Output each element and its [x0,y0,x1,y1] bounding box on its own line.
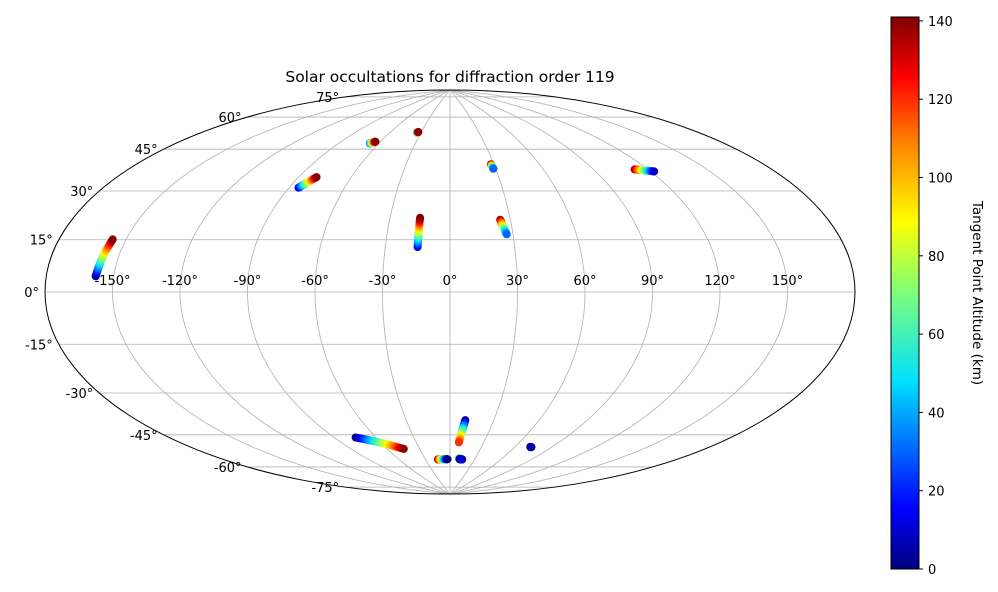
colorbar-tick-label: 40 [928,406,945,421]
plot-boundary [44,89,856,495]
scatter-points [91,128,659,464]
longitude-tick-label: 30° [506,274,529,289]
longitude-gridline [112,90,451,494]
scatter-point [457,455,466,464]
longitude-tick-label: 120° [704,274,735,289]
latitude-tick-label: 60° [218,111,241,126]
latitude-tick-label: 15° [30,234,53,249]
longitude-tick-label: 90° [641,274,664,289]
longitude-tick-label: -150° [94,274,130,289]
longitude-gridline [449,90,653,494]
scatter-point [489,164,498,173]
colorbar-label: Tangent Point Altitude (km) [969,200,985,385]
longitude-tick-label: 60° [573,274,596,289]
scatter-point [108,235,117,244]
latitude-tick-label: 0° [24,286,39,301]
longitude-gridline [449,90,721,494]
colorbar [890,16,920,570]
longitude-tick-label: -60° [301,274,329,289]
latitude-tick-labels: 75° 60° 45° 30° 15° 0° -15° -30° -45° -60° -75° [24,91,339,496]
colorbar-tick-label: 0 [928,563,936,578]
scatter-point [399,444,408,453]
scatter-point [443,455,452,464]
colorbar-tick-label: 60 [928,328,945,343]
scatter-point [527,443,536,452]
scatter-point [502,230,511,239]
scatter-point [371,137,380,146]
colorbar-tick-label: 100 [928,172,953,187]
colorbar-ticks: 0 20 40 60 80 100 120 140 [919,15,953,578]
latitude-tick-label: -30° [66,387,94,402]
longitude-gridline [179,90,451,494]
longitude-tick-label: -90° [234,274,262,289]
scatter-point [312,173,321,182]
colorbar-tick-label: 20 [928,485,945,500]
scatter-point [414,128,423,136]
chart-title: Solar occultations for diffraction order… [285,68,614,86]
latitude-tick-label: -45° [130,429,158,444]
latitude-tick-label: -75° [311,481,339,496]
longitude-tick-label: -30° [369,274,397,289]
scatter-point [416,213,425,222]
longitude-tick-label: 0° [443,274,458,289]
scatter-point [454,438,463,447]
longitude-tick-label: -120° [162,274,198,289]
colorbar-tick-label: 80 [928,250,945,265]
longitude-gridline [449,90,518,494]
latitude-tick-label: -60° [214,461,242,476]
longitude-gridline [449,90,788,494]
longitude-gridline [314,90,451,494]
latitude-tick-label: 75° [316,91,339,106]
latitude-tick-label: 45° [135,143,158,158]
longitude-tick-label: 150° [772,274,803,289]
longitude-tick-labels: -150° -120° -90° -60° -30° 0° 30° 60° 90° 120° 150… [94,274,803,289]
latitude-tick-label: -15° [25,338,53,353]
longitude-gridline [449,90,586,494]
colorbar-tick-label: 120 [928,93,953,108]
longitude-gridline [247,90,451,494]
scatter-point [650,167,659,176]
longitude-gridline [382,90,451,494]
latitude-tick-label: 30° [70,185,93,200]
colorbar-tick-label: 140 [928,15,953,30]
